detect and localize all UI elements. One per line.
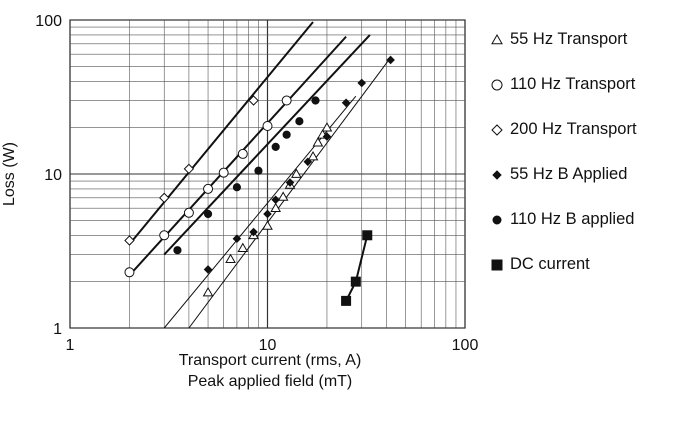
legend-symbol-110-hz-b-applied <box>492 215 502 224</box>
point-110-hz-transport <box>262 120 273 131</box>
legend-symbol-55-hz-transport <box>491 33 503 44</box>
legend-marker-200-hz-transport <box>491 123 503 136</box>
legend-marker-55-hz-transport <box>491 33 503 44</box>
point-55-hz-b-applied <box>285 178 295 187</box>
fit-line <box>128 21 314 245</box>
point-110-hz-b-applied <box>311 96 320 105</box>
legend-label: 110 Hz B applied <box>510 210 635 228</box>
tick-labels: 1 10 100 1 10 100 <box>35 13 478 354</box>
legend-marker-110-hz-transport <box>491 79 503 90</box>
point-55-hz-transport <box>321 122 333 132</box>
point-55-hz-transport <box>270 202 282 213</box>
legend-item-110-hz-transport: 110 Hz Transport <box>490 75 635 94</box>
point-55-hz-transport <box>202 287 214 297</box>
point-dc-current <box>350 276 361 287</box>
y-tick-label: 100 <box>35 13 62 30</box>
legend-label: 200 Hz Transport <box>510 120 637 138</box>
legend-item-110-hz-b-applied: 110 Hz B applied <box>490 210 634 229</box>
x-tick-label: 100 <box>452 337 479 354</box>
legend-symbol-55-hz-b-applied <box>492 169 502 180</box>
y-tick-label: 10 <box>44 167 62 184</box>
point-55-hz-b-applied <box>357 78 367 88</box>
x-axis-label-1: Transport current (rms, A) <box>178 352 362 369</box>
point-110-hz-transport <box>183 207 194 218</box>
point-55-hz-transport <box>277 191 289 201</box>
point-200-hz-transport <box>124 235 135 246</box>
x-tick-label: 1 <box>66 337 75 354</box>
point-55-hz-transport <box>262 220 273 230</box>
legend-label: 110 Hz Transport <box>510 75 636 93</box>
x-tick-label: 10 <box>259 337 277 354</box>
point-55-hz-transport <box>225 253 236 264</box>
y-axis-label: Loss (W) <box>1 142 18 206</box>
legend-label: 55 Hz Transport <box>510 30 628 48</box>
point-55-hz-transport <box>307 150 319 161</box>
point-110-hz-b-applied <box>173 246 182 255</box>
legend-item-dc-current: DC current <box>490 255 590 274</box>
legend-symbol-110-hz-transport <box>491 79 503 90</box>
point-200-hz-transport <box>159 192 170 204</box>
fit-line <box>188 57 391 328</box>
point-55-hz-b-applied <box>341 98 351 108</box>
legend-item-200-hz-transport: 200 Hz Transport <box>490 120 637 139</box>
legend-marker-dc-current <box>491 259 503 270</box>
legend-label: 55 Hz B Applied <box>510 165 628 183</box>
point-110-hz-transport <box>237 148 248 159</box>
point-55-hz-b-applied <box>249 227 258 237</box>
point-110-hz-b-applied <box>295 117 304 126</box>
x-axis-label-2: Peak applied field (mT) <box>187 373 353 390</box>
point-110-hz-b-applied <box>232 183 242 192</box>
point-55-hz-transport <box>237 242 249 253</box>
point-110-hz-transport <box>124 267 135 278</box>
data-markers <box>124 55 395 306</box>
point-110-hz-transport <box>159 230 170 241</box>
point-110-hz-b-applied <box>271 142 280 151</box>
point-110-hz-b-applied <box>203 209 213 219</box>
point-dc-current <box>341 295 352 306</box>
point-110-hz-transport <box>203 183 214 194</box>
point-55-hz-transport <box>312 137 324 147</box>
point-200-hz-transport <box>183 163 195 175</box>
point-110-hz-b-applied <box>254 166 263 175</box>
point-55-hz-b-applied <box>232 234 242 244</box>
fit-line <box>163 34 371 256</box>
point-55-hz-b-applied <box>303 157 313 167</box>
legend-symbol-200-hz-transport <box>491 123 503 136</box>
point-55-hz-b-applied <box>322 132 332 141</box>
y-tick-label: 1 <box>53 321 62 338</box>
legend-marker-55-hz-b-applied <box>492 169 502 180</box>
point-110-hz-b-applied <box>282 130 291 139</box>
point-55-hz-b-applied <box>263 209 272 219</box>
legend-item-55-hz-b-applied: 55 Hz B Applied <box>490 165 627 184</box>
legend-item-55-hz-transport: 55 Hz Transport <box>490 30 627 49</box>
point-110-hz-transport <box>218 167 229 178</box>
point-dc-current <box>362 230 373 241</box>
legend-label: DC current <box>510 255 590 273</box>
legend-symbol-dc-current <box>491 259 503 270</box>
legend-marker-110-hz-b-applied <box>492 215 502 224</box>
point-110-hz-transport <box>281 95 292 106</box>
point-55-hz-b-applied <box>203 265 213 274</box>
dc-current-line <box>345 235 369 302</box>
point-200-hz-transport <box>248 95 259 106</box>
grid <box>69 19 466 329</box>
point-55-hz-transport <box>290 168 302 178</box>
point-55-hz-b-applied <box>271 195 280 205</box>
point-55-hz-b-applied <box>386 55 395 65</box>
